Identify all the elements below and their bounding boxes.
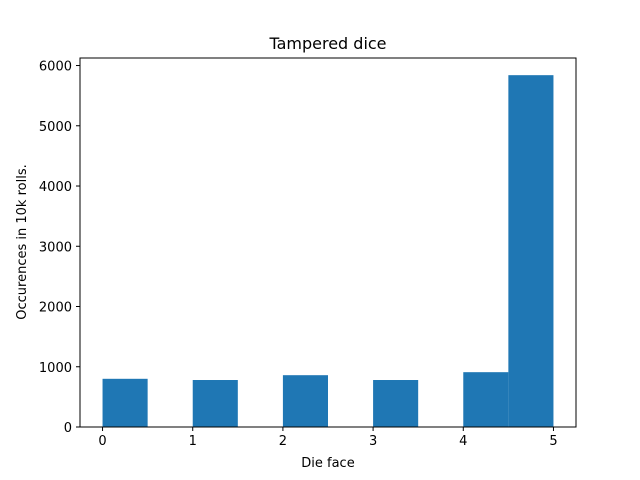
x-tick-label: 0 <box>98 434 106 449</box>
x-tick-label: 1 <box>189 434 197 449</box>
y-tick-label: 6000 <box>39 60 72 75</box>
y-tick-label: 3000 <box>39 240 72 255</box>
y-tick-label: 4000 <box>39 180 72 195</box>
axes-group: 0 1 2 3 4 5 0 1000 2000 3000 4000 5000 6000 <box>39 57 577 449</box>
histogram-bar-4 <box>282 375 328 427</box>
y-tick-label: 0 <box>64 421 72 436</box>
histogram-bar-6 <box>373 380 419 427</box>
y-axis-label: Occurences in 10k rolls. <box>15 164 30 319</box>
y-tick-label: 5000 <box>39 120 72 135</box>
bars-group <box>102 75 554 427</box>
y-tick-label: 2000 <box>39 301 72 316</box>
plot-frame <box>79 57 577 428</box>
x-axis-label: Die face <box>301 456 354 471</box>
x-tick-label: 2 <box>279 434 287 449</box>
histogram-bar-8 <box>463 372 509 427</box>
x-tick-label: 3 <box>369 434 377 449</box>
histogram-bar-0 <box>102 378 148 427</box>
histogram-bar-9 <box>508 75 554 427</box>
y-tick-label: 1000 <box>39 361 72 376</box>
chart-title: Tampered dice <box>268 34 386 53</box>
x-tick-label: 5 <box>549 434 557 449</box>
x-tick-label: 4 <box>459 434 467 449</box>
histogram-bar-2 <box>192 380 238 427</box>
